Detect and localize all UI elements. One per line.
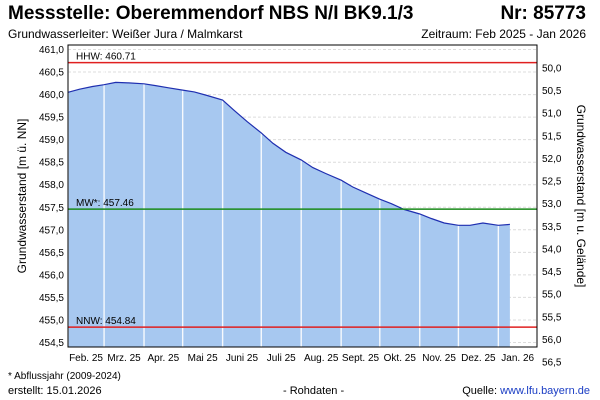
y-tick-label: 461,0 [39, 45, 64, 56]
y-tick-label: 457,0 [39, 225, 64, 236]
y-tick-label: 459,5 [39, 113, 64, 124]
y2-tick-label: 53,0 [542, 199, 562, 210]
x-tick-label: Feb. 25 [69, 353, 103, 364]
reference-label: MW*: 457.46 [76, 198, 134, 209]
x-tick-label: Okt. 25 [384, 353, 417, 364]
y2-tick-label: 51,0 [542, 109, 562, 120]
x-axis-ticks: Feb. 25 Mrz. 25 Apr. 25 Mai 25 Juni 25 Juli 2… [69, 353, 534, 364]
y2-tick-label: 55,0 [542, 290, 562, 301]
reference-label: NNW: 454.84 [76, 316, 136, 327]
y2-tick-label: 52,5 [542, 177, 562, 188]
y-tick-label: 460,5 [39, 68, 64, 79]
aquifer-label: Grundwasserleiter: Weißer Jura / Malmkar… [8, 27, 243, 41]
y-tick-label: 457,5 [39, 203, 64, 214]
y-tick-label: 458,5 [39, 158, 64, 169]
water-level-area [68, 82, 510, 348]
y-tick-label: 456,5 [39, 248, 64, 259]
y2-tick-label: 54,0 [542, 244, 562, 255]
created-date: erstellt: 15.01.2026 [8, 385, 102, 397]
y2-axis-label: Grundwasserstand [m u. Gelände] [574, 105, 588, 288]
source-label: Quelle: [462, 385, 501, 397]
x-tick-label: Mrz. 25 [107, 353, 141, 364]
y2-tick-label: 51,5 [542, 131, 562, 142]
y2-tick-label: 52,0 [542, 154, 562, 165]
y-tick-label: 459,0 [39, 135, 64, 146]
period-label: Zeitraum: Feb 2025 - Jan 2026 [421, 27, 586, 41]
x-tick-label: Jan. 26 [501, 353, 534, 364]
y-tick-label: 460,0 [39, 90, 64, 101]
y-axis-ticks: 461,0 460,5 460,0 459,5 459,0 458,5 458,0 457,5… [39, 45, 64, 349]
x-tick-label: Dez. 25 [461, 353, 496, 364]
footnote: * Abflussjahr (2009-2024) [8, 371, 121, 382]
x-tick-label: Aug. 25 [304, 353, 339, 364]
x-tick-label: Apr. 25 [147, 353, 179, 364]
y2-tick-label: 55,5 [542, 312, 562, 323]
x-tick-label: Mai 25 [188, 353, 218, 364]
x-tick-label: Juni 25 [226, 353, 259, 364]
plot-frame [67, 44, 538, 348]
y-tick-label: 456,0 [39, 270, 64, 281]
y2-tick-label: 54,5 [542, 267, 562, 278]
x-tick-label: Juli 25 [267, 353, 296, 364]
y-tick-label: 455,5 [39, 293, 64, 304]
y-tick-label: 455,0 [39, 315, 64, 326]
reference-lines: HHW: 460.71 MW*: 457.46 NNW: 454.84 [68, 52, 537, 328]
source: Quelle: www.lfu.bayern.de [462, 385, 590, 397]
raw-data-label: - Rohdaten - [283, 385, 345, 397]
y-axis-label: Grundwasserstand [m ü. NN] [15, 119, 29, 274]
y2-tick-label: 53,5 [542, 222, 562, 233]
x-tick-label: Sept. 25 [342, 353, 380, 364]
y-tick-label: 454,5 [39, 338, 64, 349]
y2-tick-label: 50,5 [542, 86, 562, 97]
y2-tick-label: 56,5 [542, 358, 562, 369]
source-link[interactable]: www.lfu.bayern.de [500, 385, 590, 397]
x-tick-label: Nov. 25 [422, 353, 456, 364]
station-number: Nr: 85773 [500, 3, 586, 24]
y2-axis-ticks: 50,0 50,5 51,0 51,5 52,0 52,5 53,0 53,5 54,0 54,5… [542, 64, 562, 369]
y-tick-label: 458,0 [39, 180, 64, 191]
y2-tick-label: 50,0 [542, 64, 562, 75]
station-title: Messstelle: Oberemmendorf NBS N/I BK9.1/… [8, 3, 414, 24]
y2-tick-label: 56,0 [542, 335, 562, 346]
water-level-line [67, 81, 510, 226]
reference-label: HHW: 460.71 [76, 52, 136, 63]
